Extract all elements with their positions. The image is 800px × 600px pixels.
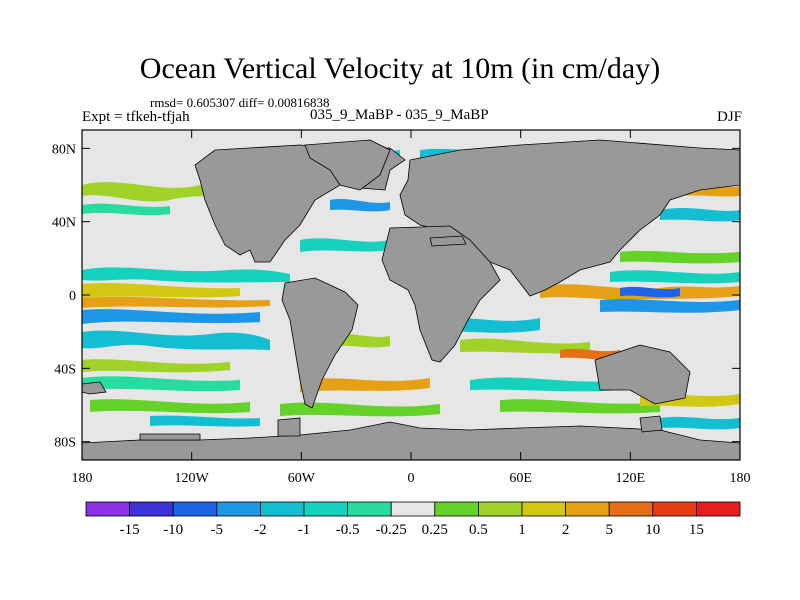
colorbar-label: -15	[120, 522, 140, 538]
colorbar-label: 0.25	[422, 522, 448, 538]
x-tick-label: 120E	[616, 471, 646, 486]
y-tick-label: 80N	[52, 142, 76, 157]
x-tick-label: 60E	[509, 471, 532, 486]
colorbar-swatch	[216, 501, 261, 517]
colorbar: -15 -10 -5 -2 -1 -0.5 -0.25 0.25 0.5 1 2 5 10 15	[85, 501, 741, 538]
colorbar-swatch	[434, 501, 479, 517]
colorbar-swatch	[608, 501, 654, 517]
y-tick-label: 0	[69, 289, 76, 304]
season-label: DJF	[716, 109, 742, 125]
colorbar-label: 5	[605, 522, 613, 538]
colorbar-label: -0.5	[336, 522, 360, 538]
colorbar-label: -0.25	[376, 522, 407, 538]
subtitle-label: 035_9_MaBP - 035_9_MaBP	[310, 107, 489, 123]
colorbar-swatch	[347, 501, 392, 517]
landmass-island	[139, 433, 201, 441]
landmass-australia	[594, 344, 691, 405]
y-tick-label: 40S	[54, 362, 76, 377]
colorbar-swatch	[521, 501, 566, 517]
colorbar-label: 15	[689, 522, 704, 538]
colorbar-label: 10	[645, 522, 660, 538]
chart-title: Ocean Vertical Velocity at 10m (in cm/da…	[139, 52, 661, 85]
colorbar-swatch	[477, 501, 523, 517]
colorbar-swatch	[565, 501, 610, 517]
y-tick-label: 80S	[54, 436, 76, 451]
colorbar-label: -1	[298, 522, 311, 538]
colorbar-swatch	[259, 501, 305, 517]
map-axes: 180 120W 60W 0 60E 120E 180 80N 40N 0 40S 80S	[52, 130, 751, 486]
colorbar-label: 1	[518, 522, 526, 538]
experiment-label: Expt = tfkeh-tfjah	[82, 109, 190, 125]
colorbar-swatch	[390, 501, 436, 517]
colorbar-swatch	[303, 501, 348, 517]
x-tick-label: 180	[730, 471, 751, 486]
colorbar-label: -5	[211, 522, 224, 538]
colorbar-label: -10	[163, 522, 183, 538]
landmass-island	[82, 381, 107, 395]
landmass-island	[277, 417, 301, 437]
landmass-africa	[381, 225, 501, 363]
colorbar-label: 2	[562, 522, 570, 538]
colorbar-swatch	[696, 501, 741, 517]
x-tick-label: 180	[72, 471, 93, 486]
map-plot-area	[81, 129, 741, 461]
landmass-south-america	[281, 277, 359, 409]
colorbar-label: -2	[254, 522, 267, 538]
landmass-island	[429, 235, 467, 247]
x-tick-label: 120W	[175, 471, 210, 486]
x-tick-label: 0	[408, 471, 415, 486]
colorbar-swatch	[652, 501, 697, 517]
land-masses	[82, 139, 740, 460]
landmass-island	[639, 415, 663, 433]
landmass-greenland	[304, 139, 391, 191]
y-tick-label: 40N	[52, 216, 76, 231]
landmass-antarctica	[82, 421, 740, 460]
colorbar-swatch	[172, 501, 218, 517]
x-tick-label: 60W	[288, 471, 316, 486]
colorbar-label: 0.5	[469, 522, 488, 538]
stats-label: rmsd= 0.605307 diff= 0.00816838	[150, 95, 330, 110]
colorbar-swatch	[129, 501, 174, 517]
colorbar-swatch	[85, 501, 130, 517]
